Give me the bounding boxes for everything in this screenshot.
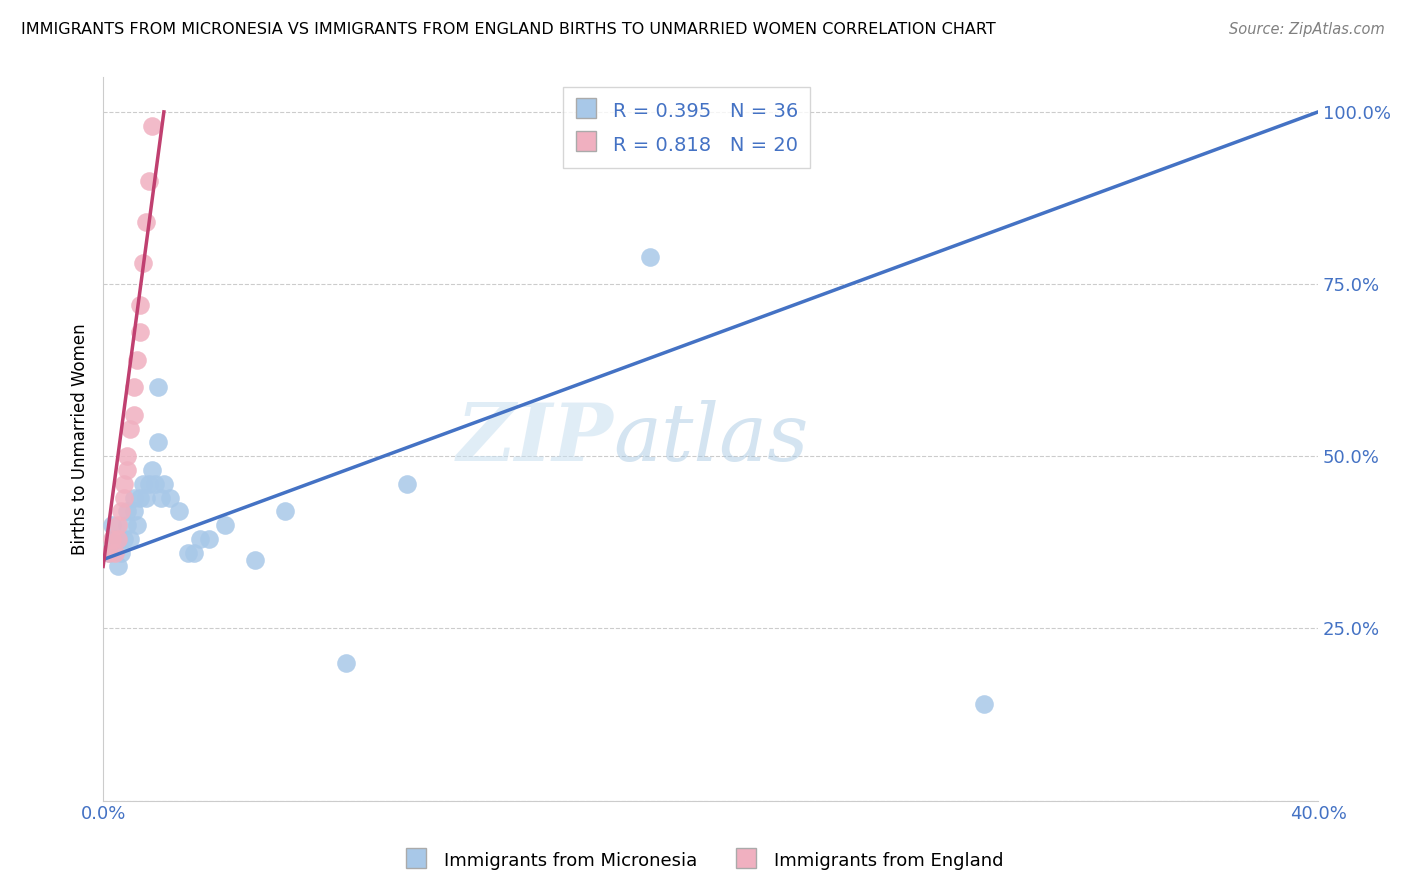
Point: [159, 491, 181, 505]
Point: [117, 518, 139, 533]
Point: [112, 476, 135, 491]
Point: [107, 532, 129, 546]
Point: [98, 546, 121, 560]
Point: [149, 491, 172, 505]
Point: [101, 518, 124, 533]
Point: [131, 256, 153, 270]
Point: [153, 476, 176, 491]
Point: [143, 476, 166, 491]
Point: [122, 380, 145, 394]
Point: [188, 532, 211, 546]
Point: [117, 463, 139, 477]
Point: [120, 532, 142, 546]
Y-axis label: Births to Unmarried Women: Births to Unmarried Women: [72, 323, 89, 555]
Point: [122, 504, 145, 518]
Point: [177, 546, 200, 560]
Text: ZIP: ZIP: [457, 401, 613, 478]
Point: [125, 352, 148, 367]
Point: [107, 532, 129, 546]
Point: [183, 546, 205, 560]
Point: [167, 504, 190, 518]
Point: [122, 491, 145, 505]
Text: Source: ZipAtlas.com: Source: ZipAtlas.com: [1229, 22, 1385, 37]
Point: [104, 532, 127, 546]
Point: [125, 518, 148, 533]
Point: [214, 518, 236, 533]
Point: [135, 215, 157, 229]
Point: [122, 408, 145, 422]
Legend: R = 0.395   N = 36, R = 0.818   N = 20: R = 0.395 N = 36, R = 0.818 N = 20: [562, 87, 810, 168]
Point: [141, 119, 163, 133]
Point: [638, 250, 661, 264]
Point: [112, 532, 135, 546]
Point: [104, 546, 127, 560]
Point: [243, 552, 266, 566]
Point: [107, 559, 129, 574]
Point: [101, 532, 124, 546]
Point: [128, 326, 150, 340]
Point: [973, 697, 995, 711]
Point: [138, 476, 160, 491]
Text: IMMIGRANTS FROM MICRONESIA VS IMMIGRANTS FROM ENGLAND BIRTHS TO UNMARRIED WOMEN : IMMIGRANTS FROM MICRONESIA VS IMMIGRANTS…: [21, 22, 995, 37]
Point: [110, 504, 132, 518]
Point: [117, 504, 139, 518]
Point: [98, 546, 121, 560]
Point: [110, 546, 132, 560]
Point: [395, 476, 418, 491]
Legend: Immigrants from Micronesia, Immigrants from England: Immigrants from Micronesia, Immigrants f…: [395, 842, 1011, 879]
Point: [146, 435, 169, 450]
Point: [117, 449, 139, 463]
Point: [131, 476, 153, 491]
Point: [198, 532, 221, 546]
Point: [138, 174, 160, 188]
Point: [128, 491, 150, 505]
Text: atlas: atlas: [613, 401, 808, 478]
Point: [107, 518, 129, 533]
Point: [128, 298, 150, 312]
Point: [141, 463, 163, 477]
Point: [120, 422, 142, 436]
Point: [112, 491, 135, 505]
Point: [146, 380, 169, 394]
Point: [135, 491, 157, 505]
Point: [335, 656, 357, 670]
Point: [274, 504, 297, 518]
